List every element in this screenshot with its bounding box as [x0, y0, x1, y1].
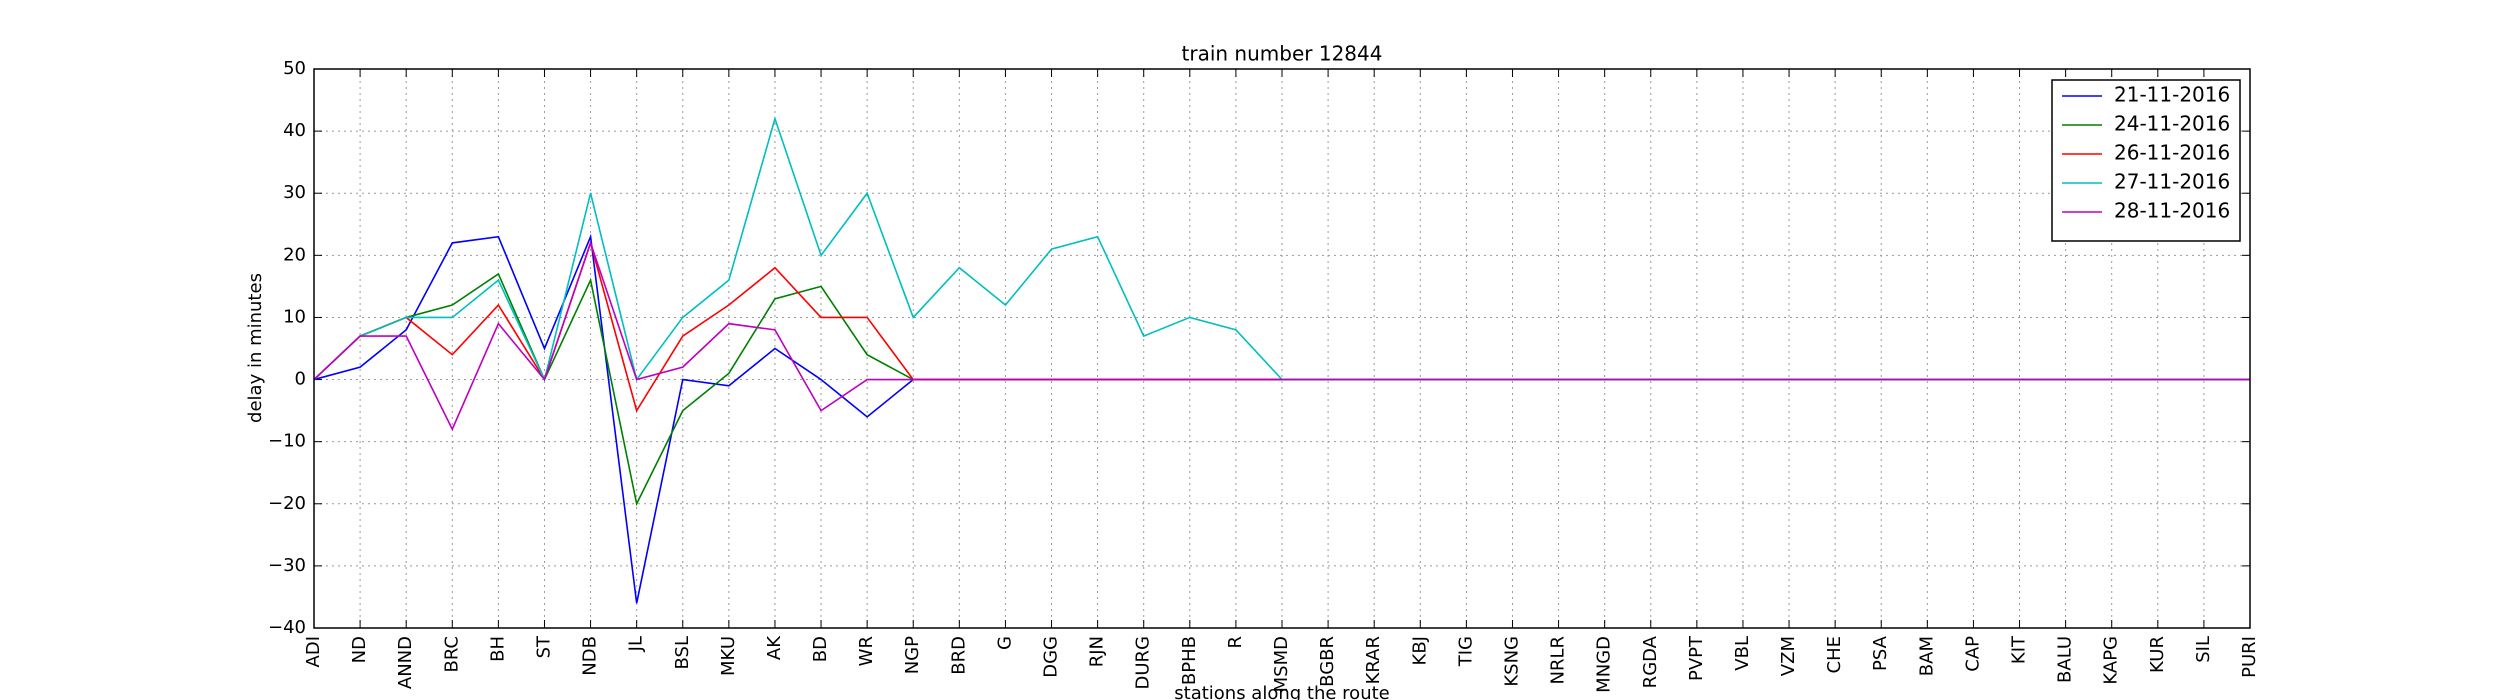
- y-tick-label: 40: [283, 120, 306, 141]
- x-tick-label: PVPT: [1686, 635, 1707, 681]
- y-axis-label: delay in minutes: [245, 273, 266, 423]
- x-tick-label: CAP: [1962, 636, 1983, 672]
- x-tick-label: TIG: [1455, 636, 1476, 667]
- x-tick-label: KUR: [2147, 636, 2168, 673]
- x-tick-label: ST: [533, 635, 554, 658]
- x-tick-label: PURI: [2239, 636, 2260, 678]
- x-tick-label: KRAR: [1363, 636, 1384, 684]
- plot-frame: [313, 68, 2251, 629]
- x-tick-label: NDB: [580, 636, 601, 676]
- x-axis-label: stations along the route: [1174, 683, 1389, 700]
- legend-label: 24-11-2016: [2114, 112, 2230, 136]
- y-tick-label: 10: [283, 306, 306, 327]
- x-tick-label: VZM: [1778, 636, 1799, 676]
- x-tick-label: ANND: [395, 636, 416, 689]
- x-tick-label: BALU: [2055, 636, 2076, 683]
- y-tick-label: −10: [268, 431, 306, 452]
- x-tick-label: JL: [626, 636, 647, 652]
- x-tick-label: KSNG: [1501, 636, 1522, 687]
- x-tick-label: BRC: [441, 636, 462, 673]
- x-tick-label: WR: [856, 636, 877, 666]
- x-tick-label: BSL: [672, 636, 693, 670]
- y-tick-label: −40: [268, 617, 306, 638]
- x-tick-label: SIL: [2193, 636, 2214, 663]
- x-tick-label: NRLR: [1548, 636, 1569, 685]
- x-tick-label: BD: [810, 636, 831, 662]
- chart-title: train number 12844: [1182, 42, 1383, 66]
- y-tick-label: 30: [283, 182, 306, 203]
- y-tick-label: 50: [283, 58, 306, 79]
- legend-box: [2051, 79, 2241, 242]
- x-tick-label: RJN: [1087, 636, 1108, 667]
- x-tick-label: ADI: [303, 636, 324, 667]
- x-tick-label: RGDA: [1640, 635, 1661, 688]
- x-tick-label: NGP: [902, 636, 923, 674]
- x-tick-label: AK: [764, 635, 785, 660]
- legend-label: 26-11-2016: [2114, 141, 2230, 165]
- x-tick-label: KIT: [2009, 635, 2030, 664]
- x-tick-label: MKU: [718, 636, 739, 676]
- y-tick-label: −30: [268, 555, 306, 576]
- legend-label: 27-11-2016: [2114, 170, 2230, 194]
- legend-label: 28-11-2016: [2114, 199, 2230, 223]
- y-tick-label: −20: [268, 493, 306, 514]
- x-tick-label: VBL: [1732, 636, 1753, 671]
- x-tick-label: KAPG: [2101, 636, 2122, 685]
- x-tick-label: MSMD: [1271, 636, 1292, 692]
- y-tick-label: 20: [283, 244, 306, 265]
- x-tick-label: KBJ: [1409, 636, 1430, 665]
- series-line: [313, 240, 2250, 432]
- x-tick-label: DGG: [1041, 636, 1062, 678]
- x-tick-label: BH: [487, 636, 508, 662]
- x-tick-label: PSA: [1870, 635, 1891, 671]
- y-tick-label: 0: [295, 369, 306, 390]
- x-tick-label: ND: [349, 636, 370, 663]
- x-tick-label: BGBR: [1317, 636, 1338, 687]
- x-tick-label: R: [1225, 636, 1246, 649]
- x-tick-label: G: [994, 636, 1015, 650]
- x-tick-label: BPHB: [1179, 636, 1200, 685]
- x-tick-label: CHE: [1824, 636, 1845, 673]
- legend-label: 21-11-2016: [2114, 83, 2230, 107]
- x-tick-label: DURG: [1133, 636, 1154, 690]
- x-tick-label: BRD: [948, 636, 969, 675]
- x-tick-label: MNGD: [1594, 636, 1615, 693]
- x-tick-label: BAM: [1916, 636, 1937, 676]
